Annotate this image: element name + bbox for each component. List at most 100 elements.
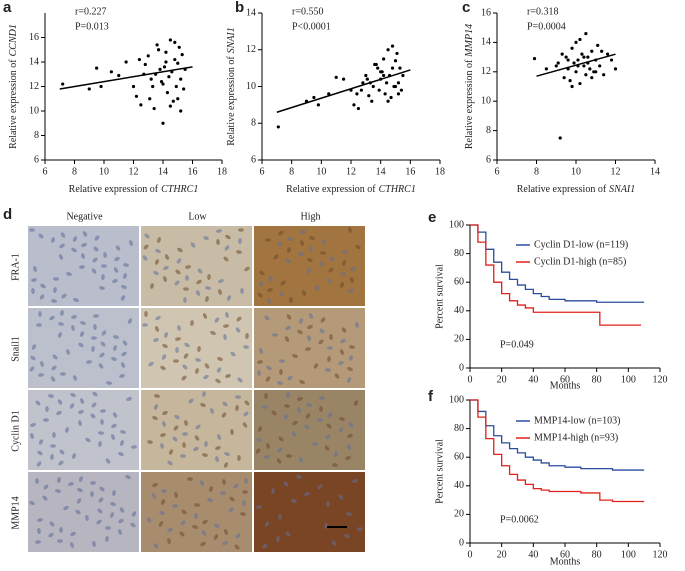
nucleus xyxy=(197,268,203,274)
nucleus xyxy=(299,379,305,385)
nucleus xyxy=(318,473,324,479)
nucleus xyxy=(277,447,283,453)
nucleus xyxy=(162,410,168,416)
nucleus xyxy=(286,392,290,398)
nucleus xyxy=(245,333,249,339)
nucleus xyxy=(77,487,83,493)
axis-label: Relative expression of CCND1 xyxy=(8,24,19,149)
nucleus xyxy=(223,324,229,328)
nucleus xyxy=(36,323,42,327)
nucleus xyxy=(204,363,210,369)
nucleus xyxy=(315,285,319,291)
nucleus xyxy=(93,324,97,330)
panel-letter: b xyxy=(235,0,244,16)
nucleus xyxy=(148,361,154,367)
nucleus xyxy=(71,325,75,331)
nucleus xyxy=(183,353,189,359)
annotation: r=0.318 xyxy=(527,6,558,17)
point xyxy=(399,88,404,92)
nucleus xyxy=(115,245,121,251)
nucleus xyxy=(236,316,242,322)
nucleus xyxy=(51,237,55,243)
nucleus xyxy=(265,376,271,382)
point xyxy=(155,43,159,47)
column-label: Negative xyxy=(66,211,103,222)
nucleus xyxy=(43,484,49,490)
point xyxy=(168,38,172,42)
x-tick-label: 6 xyxy=(260,166,265,177)
point xyxy=(566,58,570,62)
nucleus xyxy=(92,541,96,547)
nucleus xyxy=(96,519,102,525)
nucleus xyxy=(72,453,76,459)
row-label: Snail1 xyxy=(10,336,21,362)
y-tick-label: 80 xyxy=(454,423,464,434)
nucleus xyxy=(225,374,231,378)
annotation: r=0.550 xyxy=(292,6,323,17)
y-tick-label: 20 xyxy=(454,509,464,520)
nucleus xyxy=(286,454,292,458)
nucleus xyxy=(353,539,359,545)
nucleus xyxy=(331,540,337,546)
nucleus xyxy=(257,370,261,376)
point xyxy=(396,81,401,85)
nucleus xyxy=(240,288,244,294)
point xyxy=(390,44,395,48)
point xyxy=(396,92,401,96)
nucleus xyxy=(215,378,221,384)
nucleus xyxy=(307,325,313,329)
nucleus xyxy=(271,410,277,416)
point xyxy=(386,48,390,52)
y-tick-label: 100 xyxy=(449,219,464,230)
nucleus xyxy=(259,348,263,354)
point xyxy=(161,82,165,86)
point xyxy=(562,76,566,80)
point xyxy=(395,51,399,56)
point xyxy=(143,62,147,67)
nucleus xyxy=(320,261,324,267)
axis-label-text: Relative expression of xyxy=(8,59,19,149)
point xyxy=(572,61,576,65)
x-tick-label: 40 xyxy=(528,549,538,560)
nucleus xyxy=(112,412,118,418)
nucleus xyxy=(325,368,331,372)
point xyxy=(382,57,386,61)
y-tick-label: 14 xyxy=(246,7,256,18)
point xyxy=(578,81,582,86)
point xyxy=(327,92,331,96)
nucleus xyxy=(204,441,208,447)
axis-label: Relative expression ofMMP14 xyxy=(464,24,475,149)
point xyxy=(95,66,99,70)
point xyxy=(385,81,389,85)
nucleus xyxy=(51,365,57,371)
y-tick-label: 100 xyxy=(449,394,464,405)
nucleus xyxy=(162,343,168,349)
nucleus xyxy=(61,293,67,299)
nucleus xyxy=(161,489,167,493)
nucleus xyxy=(65,427,69,433)
nucleus xyxy=(264,315,270,321)
nucleus xyxy=(182,364,188,370)
point xyxy=(356,106,361,111)
nucleus xyxy=(51,299,57,303)
nucleus xyxy=(339,427,343,433)
nucleus xyxy=(154,404,158,410)
x-tick-label: 6 xyxy=(43,166,48,177)
nucleus xyxy=(37,528,41,534)
fit-line xyxy=(59,66,193,90)
nucleus xyxy=(78,342,84,348)
nucleus xyxy=(105,526,111,530)
nucleus xyxy=(304,492,310,496)
nucleus xyxy=(319,396,325,400)
nucleus xyxy=(226,295,232,301)
axis-label-text: Relative expression of xyxy=(226,56,237,146)
nucleus xyxy=(159,510,165,516)
nucleus xyxy=(91,346,95,352)
nucleus xyxy=(282,492,288,498)
axis-label-gene: CTHRC1 xyxy=(379,184,416,195)
nucleus xyxy=(287,247,291,253)
nucleus xyxy=(66,272,72,276)
nucleus xyxy=(322,239,326,245)
point xyxy=(383,92,387,96)
